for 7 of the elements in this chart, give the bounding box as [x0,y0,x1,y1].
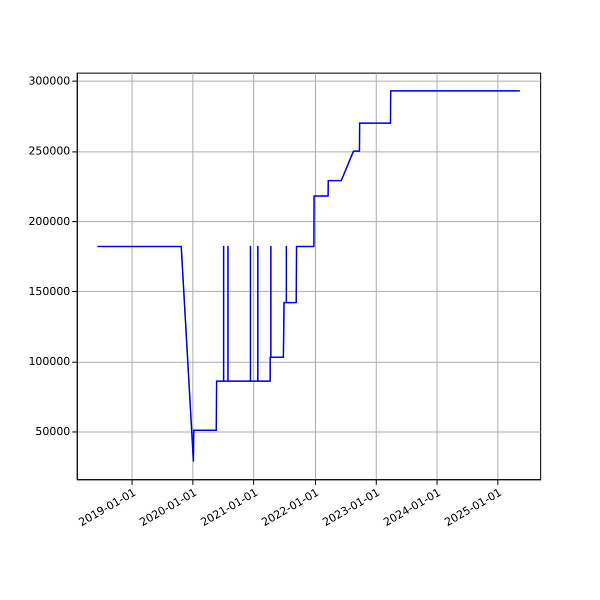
y-tick-label: 300000 [28,74,70,88]
y-tick-label: 150000 [28,284,70,298]
y-tick-label: 50000 [35,425,70,438]
y-tick-label: 100000 [28,355,70,368]
y-tick-label: 200000 [28,214,70,228]
line-series [96,90,521,462]
y-tick-label: 250000 [28,144,70,158]
